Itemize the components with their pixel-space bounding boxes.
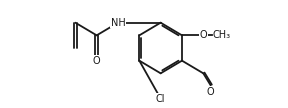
Text: O: O — [200, 30, 207, 40]
Text: Cl: Cl — [156, 94, 165, 104]
Text: CH₃: CH₃ — [213, 30, 231, 40]
Text: O: O — [207, 87, 215, 97]
Text: O: O — [93, 56, 101, 66]
Text: NH: NH — [111, 18, 125, 28]
